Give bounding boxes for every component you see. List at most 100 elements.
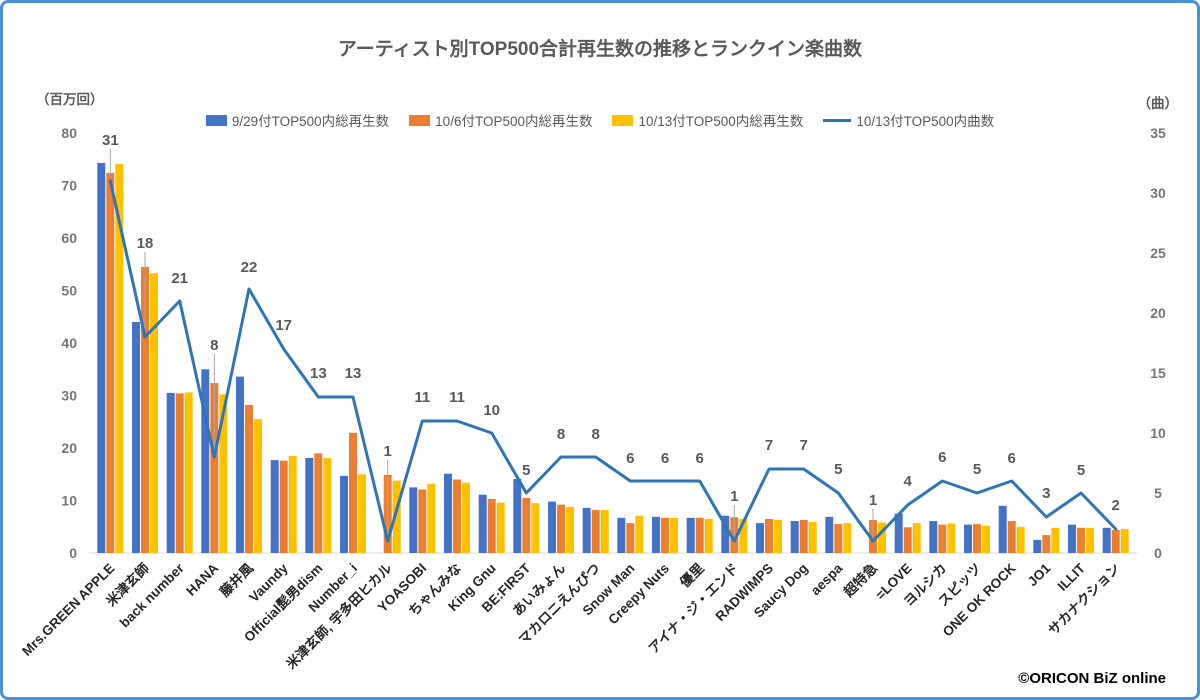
line-data-label: 6 xyxy=(626,450,634,467)
right-axis-tick: 20 xyxy=(1150,305,1166,321)
legend-line-marker-icon xyxy=(823,118,852,122)
bar-series-1 xyxy=(894,513,903,553)
bar-series-1 xyxy=(825,516,834,553)
line-data-label: 17 xyxy=(275,317,292,334)
bar-series-1 xyxy=(97,162,106,553)
bar-series-1 xyxy=(166,392,175,553)
line-data-label: 8 xyxy=(557,426,565,443)
bar-series-3 xyxy=(115,164,124,553)
line-data-label: 1 xyxy=(730,488,738,505)
bar-series-2 xyxy=(591,509,600,553)
bar-series-1 xyxy=(478,494,487,553)
line-data-label: 5 xyxy=(522,462,530,479)
bar-series-3 xyxy=(427,483,436,553)
bar-series-2 xyxy=(106,172,115,553)
bar-series-3 xyxy=(704,518,713,553)
line-data-label: 22 xyxy=(241,259,258,276)
bar-series-2 xyxy=(834,524,843,553)
right-axis-tick: 10 xyxy=(1150,425,1166,441)
bar-series-3 xyxy=(219,394,228,553)
x-axis-label: aespa xyxy=(808,560,846,598)
left-axis-tick: 70 xyxy=(61,178,77,194)
bar-series-3 xyxy=(150,273,158,553)
left-axis-tick: 30 xyxy=(61,388,77,404)
bar-series-2 xyxy=(487,498,496,553)
song-count-line xyxy=(108,179,1118,543)
x-axis-label: 優里 xyxy=(676,559,707,590)
legend-item-2: 10/6付TOP500内総再生数 xyxy=(409,110,592,130)
bar-series-3 xyxy=(566,506,574,553)
bar-series-1 xyxy=(236,376,244,553)
legend-item-3: 10/13付TOP500内総再生数 xyxy=(612,110,803,130)
line-data-label: 13 xyxy=(345,365,362,382)
bar-series-2 xyxy=(349,432,357,553)
line-data-label: 31 xyxy=(102,132,119,149)
left-axis-tick: 60 xyxy=(61,230,77,246)
bar-series-3 xyxy=(670,517,678,553)
line-data-label: 7 xyxy=(765,437,773,454)
bar-series-1 xyxy=(756,523,764,553)
bar-series-2 xyxy=(522,497,531,553)
line-data-label: 2 xyxy=(1111,497,1119,514)
line-data-label: 11 xyxy=(449,389,465,406)
bar-series-3 xyxy=(912,523,921,553)
legend-item-1: 9/29付TOP500内総再生数 xyxy=(205,110,389,130)
bar-series-3 xyxy=(774,519,782,553)
bar-series-2 xyxy=(557,504,565,553)
legend-color-swatch-icon xyxy=(409,114,431,126)
bar-series-2 xyxy=(453,479,461,553)
bar-series-2 xyxy=(1007,521,1016,553)
legend-label: 10/6付TOP500内総再生数 xyxy=(435,114,593,129)
bar-series-2 xyxy=(799,519,808,553)
bar-series-1 xyxy=(270,460,279,553)
line-data-label: 6 xyxy=(695,450,703,467)
bar-series-2 xyxy=(279,460,288,553)
bar-series-2 xyxy=(626,523,635,553)
line-data-label: 1 xyxy=(869,492,877,509)
right-axis-tick: 15 xyxy=(1150,365,1166,381)
bar-series-3 xyxy=(600,509,609,553)
bar-series-3 xyxy=(323,458,332,553)
bar-series-3 xyxy=(982,525,990,553)
bar-series-1 xyxy=(305,458,314,553)
line-data-label: 18 xyxy=(137,235,154,252)
right-axis-tick: 35 xyxy=(1150,125,1166,141)
bar-series-1 xyxy=(132,322,140,553)
bar-series-3 xyxy=(462,482,470,553)
bar-series-3 xyxy=(254,419,262,553)
left-axis-tick: 10 xyxy=(61,493,77,509)
bar-series-1 xyxy=(444,473,452,553)
right-axis-unit-label: （曲） xyxy=(1137,96,1179,111)
line-data-label: 7 xyxy=(799,437,807,454)
bar-series-2 xyxy=(903,527,912,553)
bar-series-3 xyxy=(843,523,852,553)
bar-series-1 xyxy=(721,515,730,553)
bar-series-1 xyxy=(998,505,1007,554)
right-axis-tick: 5 xyxy=(1154,485,1162,501)
line-data-label: 3 xyxy=(1042,485,1050,502)
bar-series-2 xyxy=(1111,529,1120,553)
bar-series-3 xyxy=(358,474,366,554)
left-axis-tick: 80 xyxy=(61,125,77,141)
bar-series-3 xyxy=(496,502,505,553)
bar-series-1 xyxy=(652,516,660,553)
bar-series-3 xyxy=(878,522,886,553)
left-axis-tick: 50 xyxy=(61,283,77,299)
left-axis-tick: 20 xyxy=(61,440,77,456)
bar-series-3 xyxy=(184,392,193,553)
bar-series-3 xyxy=(1120,528,1129,553)
line-data-label: 6 xyxy=(938,449,946,466)
line-data-label: 21 xyxy=(171,270,188,287)
bar-series-3 xyxy=(1016,526,1025,554)
copyright-credit: ©ORICON BiZ online xyxy=(1018,670,1166,687)
x-axis-label: Mrs.GREEN APPLE xyxy=(19,561,117,659)
bar-series-1 xyxy=(513,479,522,553)
line-data-label: 8 xyxy=(591,426,599,443)
bar-series-2 xyxy=(695,517,704,553)
x-axis-label: JO1 xyxy=(1025,560,1054,589)
bar-series-2 xyxy=(938,524,947,553)
bar-series-2 xyxy=(245,404,253,553)
line-data-label: 8 xyxy=(210,337,218,354)
right-axis-tick: 25 xyxy=(1150,245,1166,261)
